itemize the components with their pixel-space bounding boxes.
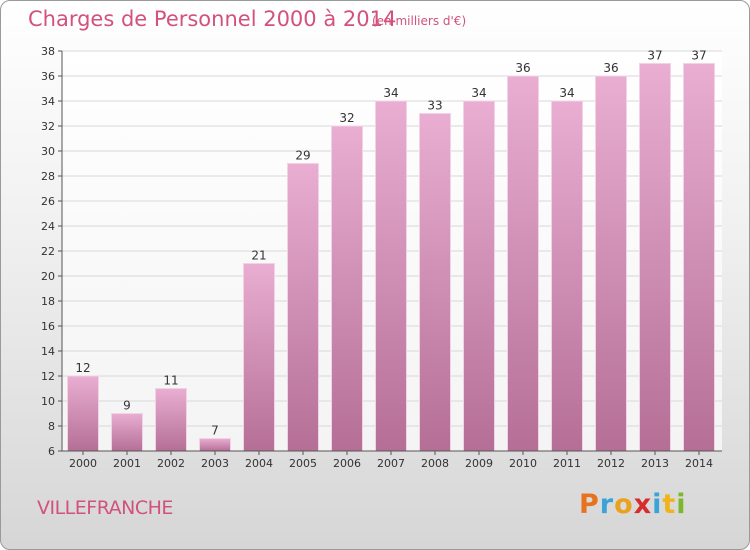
proxiti-logo: Proxiti (579, 489, 687, 520)
x-tick-label: 2012 (597, 457, 625, 470)
y-tick-label: 12 (41, 370, 55, 383)
y-tick-label: 32 (41, 120, 55, 133)
logo-letter: x (633, 489, 653, 520)
bar-value-label: 36 (515, 61, 530, 75)
bar-value-label: 11 (163, 374, 178, 388)
y-tick-label: 18 (41, 295, 55, 308)
y-tick-label: 34 (41, 95, 55, 108)
logo-letter: t (662, 489, 677, 520)
logo-letter: r (599, 489, 615, 520)
bar-2014 (683, 63, 715, 452)
y-tick-label: 8 (48, 420, 55, 433)
y-tick-label: 16 (41, 320, 55, 333)
x-tick-label: 2002 (157, 457, 185, 470)
bar-2009 (463, 100, 495, 452)
x-tick-label: 2011 (553, 457, 581, 470)
bar-value-label: 34 (383, 86, 398, 100)
y-tick-label: 10 (41, 395, 55, 408)
x-tick-label: 2003 (201, 457, 229, 470)
x-tick-label: 2000 (69, 457, 97, 470)
y-tick-label: 28 (41, 170, 55, 183)
bar-value-label: 12 (75, 361, 90, 375)
y-tick-label: 22 (41, 245, 55, 258)
y-tick-label: 26 (41, 195, 55, 208)
y-tick-label: 24 (41, 220, 55, 233)
bar-2011 (551, 100, 583, 452)
bar-value-label: 9 (123, 399, 131, 413)
logo-letter: o (614, 489, 634, 520)
chart-subtitle: (en milliers d'€) (372, 14, 467, 28)
y-tick-label: 38 (41, 45, 55, 58)
bar-value-label: 32 (339, 111, 354, 125)
bar-2012 (595, 75, 627, 452)
y-tick-label: 20 (41, 270, 55, 283)
bar-2008 (419, 113, 451, 452)
x-tick-label: 2007 (377, 457, 405, 470)
bar-value-label: 33 (427, 99, 442, 113)
x-tick-label: 2004 (245, 457, 273, 470)
bar-value-label: 21 (251, 249, 266, 263)
chart-title: Charges de Personnel 2000 à 2014 (28, 7, 397, 31)
bar-value-label: 37 (691, 49, 706, 63)
x-tick-label: 2010 (509, 457, 537, 470)
x-tick-label: 2001 (113, 457, 141, 470)
bar-2006 (331, 125, 363, 452)
y-tick-label: 36 (41, 70, 55, 83)
bar-value-label: 36 (603, 61, 618, 75)
y-tick-label: 6 (48, 445, 55, 458)
x-tick-label: 2014 (685, 457, 713, 470)
bar-2000 (67, 375, 99, 452)
x-tick-label: 2013 (641, 457, 669, 470)
bar-2013 (639, 63, 671, 452)
bar-2001 (111, 413, 143, 452)
y-tick-label: 30 (41, 145, 55, 158)
bar-2002 (155, 388, 187, 452)
x-tick-label: 2008 (421, 457, 449, 470)
bar-2005 (287, 163, 319, 452)
bar-value-label: 34 (559, 86, 574, 100)
bar-2007 (375, 100, 407, 452)
bar-value-label: 7 (211, 424, 219, 438)
y-tick-label: 14 (41, 345, 55, 358)
bar-value-label: 37 (647, 49, 662, 63)
location-label: VILLEFRANCHE (37, 497, 173, 519)
logo-letter: i (652, 489, 663, 520)
bar-2010 (507, 75, 539, 452)
logo-letter: P (579, 489, 600, 520)
logo-letter: i (676, 489, 687, 520)
bar-value-label: 34 (471, 86, 486, 100)
bar-2003 (199, 438, 231, 452)
x-tick-label: 2006 (333, 457, 361, 470)
bar-2004 (243, 263, 275, 452)
x-tick-label: 2005 (289, 457, 317, 470)
bar-value-label: 29 (295, 149, 310, 163)
x-tick-label: 2009 (465, 457, 493, 470)
